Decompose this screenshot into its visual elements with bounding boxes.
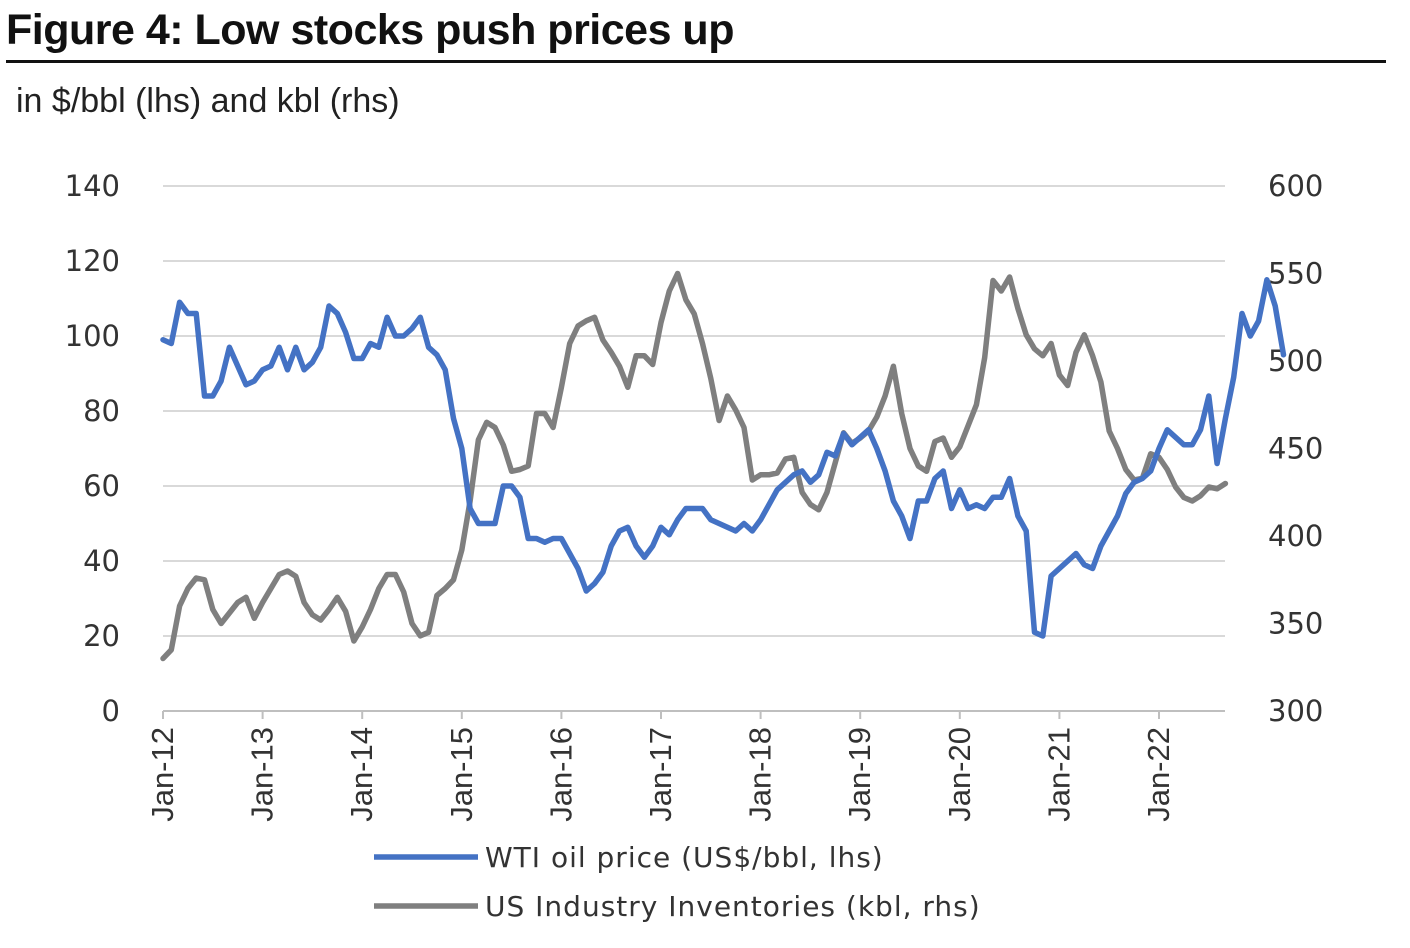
x-tick-label: Jan-16: [543, 727, 578, 822]
figure-title: Figure 4: Low stocks push prices up: [6, 6, 734, 54]
x-tick-label: Jan-17: [643, 727, 678, 822]
right-tick-label: 500: [1268, 344, 1323, 378]
right-tick-label: 300: [1268, 694, 1323, 728]
x-tick-label: Jan-21: [1041, 727, 1076, 822]
right-axis-ticks: 300 350 400 450 500 550 600: [1268, 169, 1323, 728]
x-tick-label: Jan-20: [942, 727, 977, 822]
right-tick-label: 600: [1268, 169, 1323, 203]
left-tick-label: 120: [65, 244, 120, 278]
wti-price-line: [160, 277, 1287, 639]
gridlines: [163, 185, 1225, 637]
legend: WTI oil price (US$/bbl, lhs) US Industry …: [374, 841, 981, 923]
title-divider: [6, 60, 1386, 63]
left-tick-label: 20: [83, 619, 120, 653]
left-axis-ticks: 0 20 40 60 80 100 120 140: [65, 169, 120, 728]
x-axis: Jan-12 Jan-13 Jan-14 Jan-15 Jan-16 Jan-17 Jan-…: [145, 710, 1225, 822]
left-tick-label: 0: [102, 694, 120, 728]
figure-subtitle: in $/bbl (lhs) and kbl (rhs): [16, 82, 400, 120]
right-tick-label: 350: [1268, 607, 1323, 641]
left-tick-label: 80: [83, 394, 120, 428]
left-tick-label: 140: [65, 169, 120, 203]
x-tick-label: Jan-13: [245, 727, 280, 822]
left-tick-label: 60: [83, 469, 120, 503]
x-tick-label: Jan-15: [444, 727, 479, 822]
left-tick-label: 40: [83, 544, 120, 578]
x-tick-label: Jan-14: [344, 727, 379, 822]
left-tick-label: 100: [65, 319, 120, 353]
right-tick-label: 550: [1268, 257, 1323, 291]
x-tick-label: Jan-22: [1141, 727, 1176, 822]
x-tick-label: Jan-12: [145, 727, 180, 822]
legend-label-wti: WTI oil price (US$/bbl, lhs): [485, 841, 884, 874]
right-tick-label: 450: [1268, 432, 1323, 466]
legend-label-inventories: US Industry Inventories (kbl, rhs): [485, 890, 981, 923]
x-tick-label: Jan-18: [743, 727, 778, 822]
x-tick-label: Jan-19: [842, 727, 877, 822]
series-lines: [160, 270, 1287, 662]
right-tick-label: 400: [1268, 519, 1323, 553]
inventories-line: [160, 270, 1229, 662]
